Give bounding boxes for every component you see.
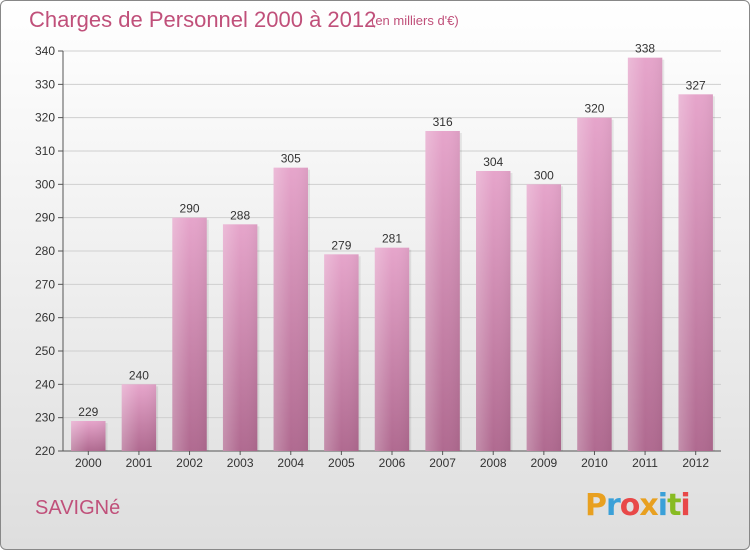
logo-letter: x [639,488,658,523]
y-tick-label: 280 [35,244,55,258]
bar-highlight [627,57,663,452]
bar-highlight [374,247,410,451]
chart-subtitle: (en milliers d'€) [371,13,459,28]
bar-highlight [324,254,359,451]
data-label: 300 [534,168,554,182]
x-tick-label: 2011 [632,456,658,470]
data-label: 229 [78,405,98,419]
x-tick-label: 2012 [682,456,709,470]
data-label: 240 [129,368,149,382]
chart-title: Charges de Personnel 2000 à 2012 [29,7,377,32]
data-label: 304 [483,155,503,169]
logo-letter: i [657,488,668,523]
logo-letter: i [680,488,690,523]
data-label: 288 [230,208,250,222]
y-tick-label: 300 [35,177,55,191]
bar-highlight [172,217,207,451]
y-tick-label: 260 [35,311,55,325]
x-tick-label: 2002 [176,456,203,470]
city-name: SAVIGNé [35,497,121,519]
bar-highlight [577,117,612,452]
x-tick-label: 2010 [581,456,608,470]
y-tick-label: 330 [35,77,55,91]
bars [71,57,715,452]
data-label: 320 [584,102,604,116]
data-label: 338 [635,42,655,56]
y-tick-label: 310 [35,144,55,158]
bar-highlight [121,384,157,451]
logo-letter: t [667,488,681,523]
logo-letter: P [585,488,607,523]
y-tick-label: 220 [35,444,55,458]
y-tick-label: 250 [35,344,55,358]
proxiti-logo[interactable]: Proxiti [585,488,691,523]
bar-highlight [425,131,460,451]
y-tick-label: 270 [35,277,55,291]
bar-highlight [476,171,511,451]
data-label: 279 [331,238,351,252]
x-tick-label: 2003 [227,456,254,470]
x-tick-label: 2006 [379,456,406,470]
logo-letter: r [606,488,621,523]
axes: 220 230 240 250 260 270 280 290 300 310 320 330 340 2… [35,44,721,470]
x-tick-label: 2009 [530,456,557,470]
bar-highlight [678,94,713,451]
bar-highlight [273,167,308,451]
bar-highlight [71,421,106,451]
x-tick-label: 2007 [429,456,456,470]
data-labels: 229 240 290 288 305 279 281 316 304 300 320 338 327 [78,42,706,419]
bar-highlight [222,224,258,451]
logo-letter: o [619,488,641,523]
y-tick-label: 240 [35,377,55,391]
data-label: 290 [180,202,200,216]
y-tick-label: 320 [35,111,55,125]
x-tick-label: 2008 [480,456,507,470]
data-label: 327 [686,78,706,92]
x-tick-label: 2001 [126,456,153,470]
data-label: 305 [281,152,301,166]
y-tick-label: 290 [35,211,55,225]
x-tick-label: 2004 [277,456,304,470]
bar-highlight [526,184,562,452]
data-label: 316 [433,115,453,129]
data-label: 281 [382,232,402,246]
x-tick-label: 2005 [328,456,355,470]
y-tick-label: 340 [35,44,55,58]
x-tick-label: 2000 [75,456,102,470]
y-tick-label: 230 [35,411,55,425]
